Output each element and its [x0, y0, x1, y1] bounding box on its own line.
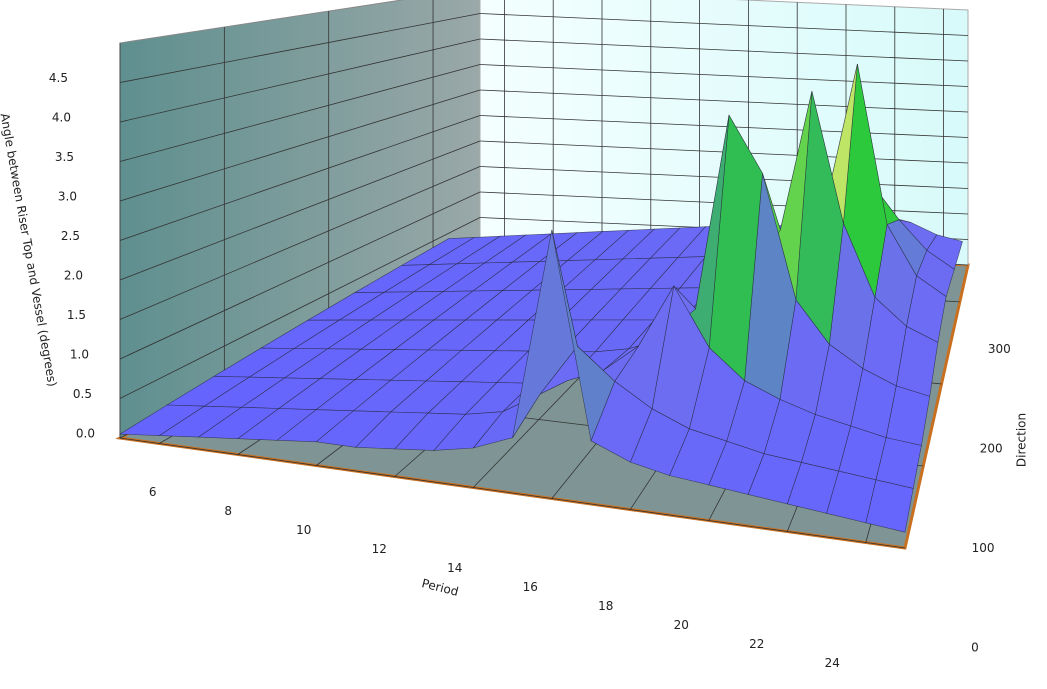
grid-line	[479, 89, 969, 113]
z-tick-label: 2.0	[64, 269, 83, 283]
grid-line	[119, 13, 481, 83]
y-tick-label: 100	[972, 541, 995, 555]
z-tick-label: 2.5	[61, 229, 80, 243]
x-tick-label: 16	[523, 580, 538, 594]
y-tick-label: 300	[988, 342, 1011, 356]
y-axis-label: Direction	[1015, 413, 1029, 467]
grid-line	[479, 38, 969, 62]
x-tick-label: 14	[447, 561, 462, 575]
grid-line	[119, 38, 481, 123]
z-tick-label: 3.0	[58, 190, 77, 204]
grid-line	[479, 64, 969, 87]
x-tick-label: 10	[296, 523, 311, 537]
z-tick-label: 4.0	[52, 111, 71, 125]
z-axis-label: Angle between Riser Top and Vessel (degr…	[0, 112, 59, 388]
grid-line	[479, 13, 969, 36]
x-tick-label: 6	[149, 485, 157, 499]
z-tick-label: 0.0	[76, 427, 95, 441]
x-tick-label: 22	[749, 637, 764, 651]
z-tick-label: 4.5	[49, 71, 68, 85]
z-tick-label: 1.5	[67, 308, 86, 322]
x-tick-label: 24	[825, 656, 840, 670]
grid-line	[119, 64, 481, 162]
z-tick-label: 3.5	[55, 150, 74, 164]
labels: 0.0 0.5 1.0 1.5 2.0 2.5 3.0 3.5 4.0 4.5 6 8 10 12 14 16…	[49, 71, 1011, 670]
grid-line	[479, 115, 969, 138]
z-tick-label: 0.5	[73, 387, 92, 401]
y-tick-label: 200	[980, 442, 1003, 456]
z-tick-label: 1.0	[70, 348, 89, 362]
x-tick-label: 8	[224, 504, 232, 518]
x-tick-label: 20	[674, 618, 689, 632]
grid-line	[119, 437, 906, 549]
y-tick-label: 0	[971, 641, 979, 655]
grid-line	[119, 115, 481, 241]
x-tick-label: 18	[598, 599, 613, 613]
grid-line	[119, 166, 481, 320]
grid-line	[119, 89, 481, 202]
grid-line	[119, 217, 481, 399]
x-axis-label: Period	[420, 576, 460, 599]
x-tick-label: 12	[372, 542, 387, 556]
surface-patch	[551, 229, 616, 442]
grid-line	[119, 191, 481, 360]
grid-line	[119, 140, 481, 281]
surface	[119, 63, 963, 533]
